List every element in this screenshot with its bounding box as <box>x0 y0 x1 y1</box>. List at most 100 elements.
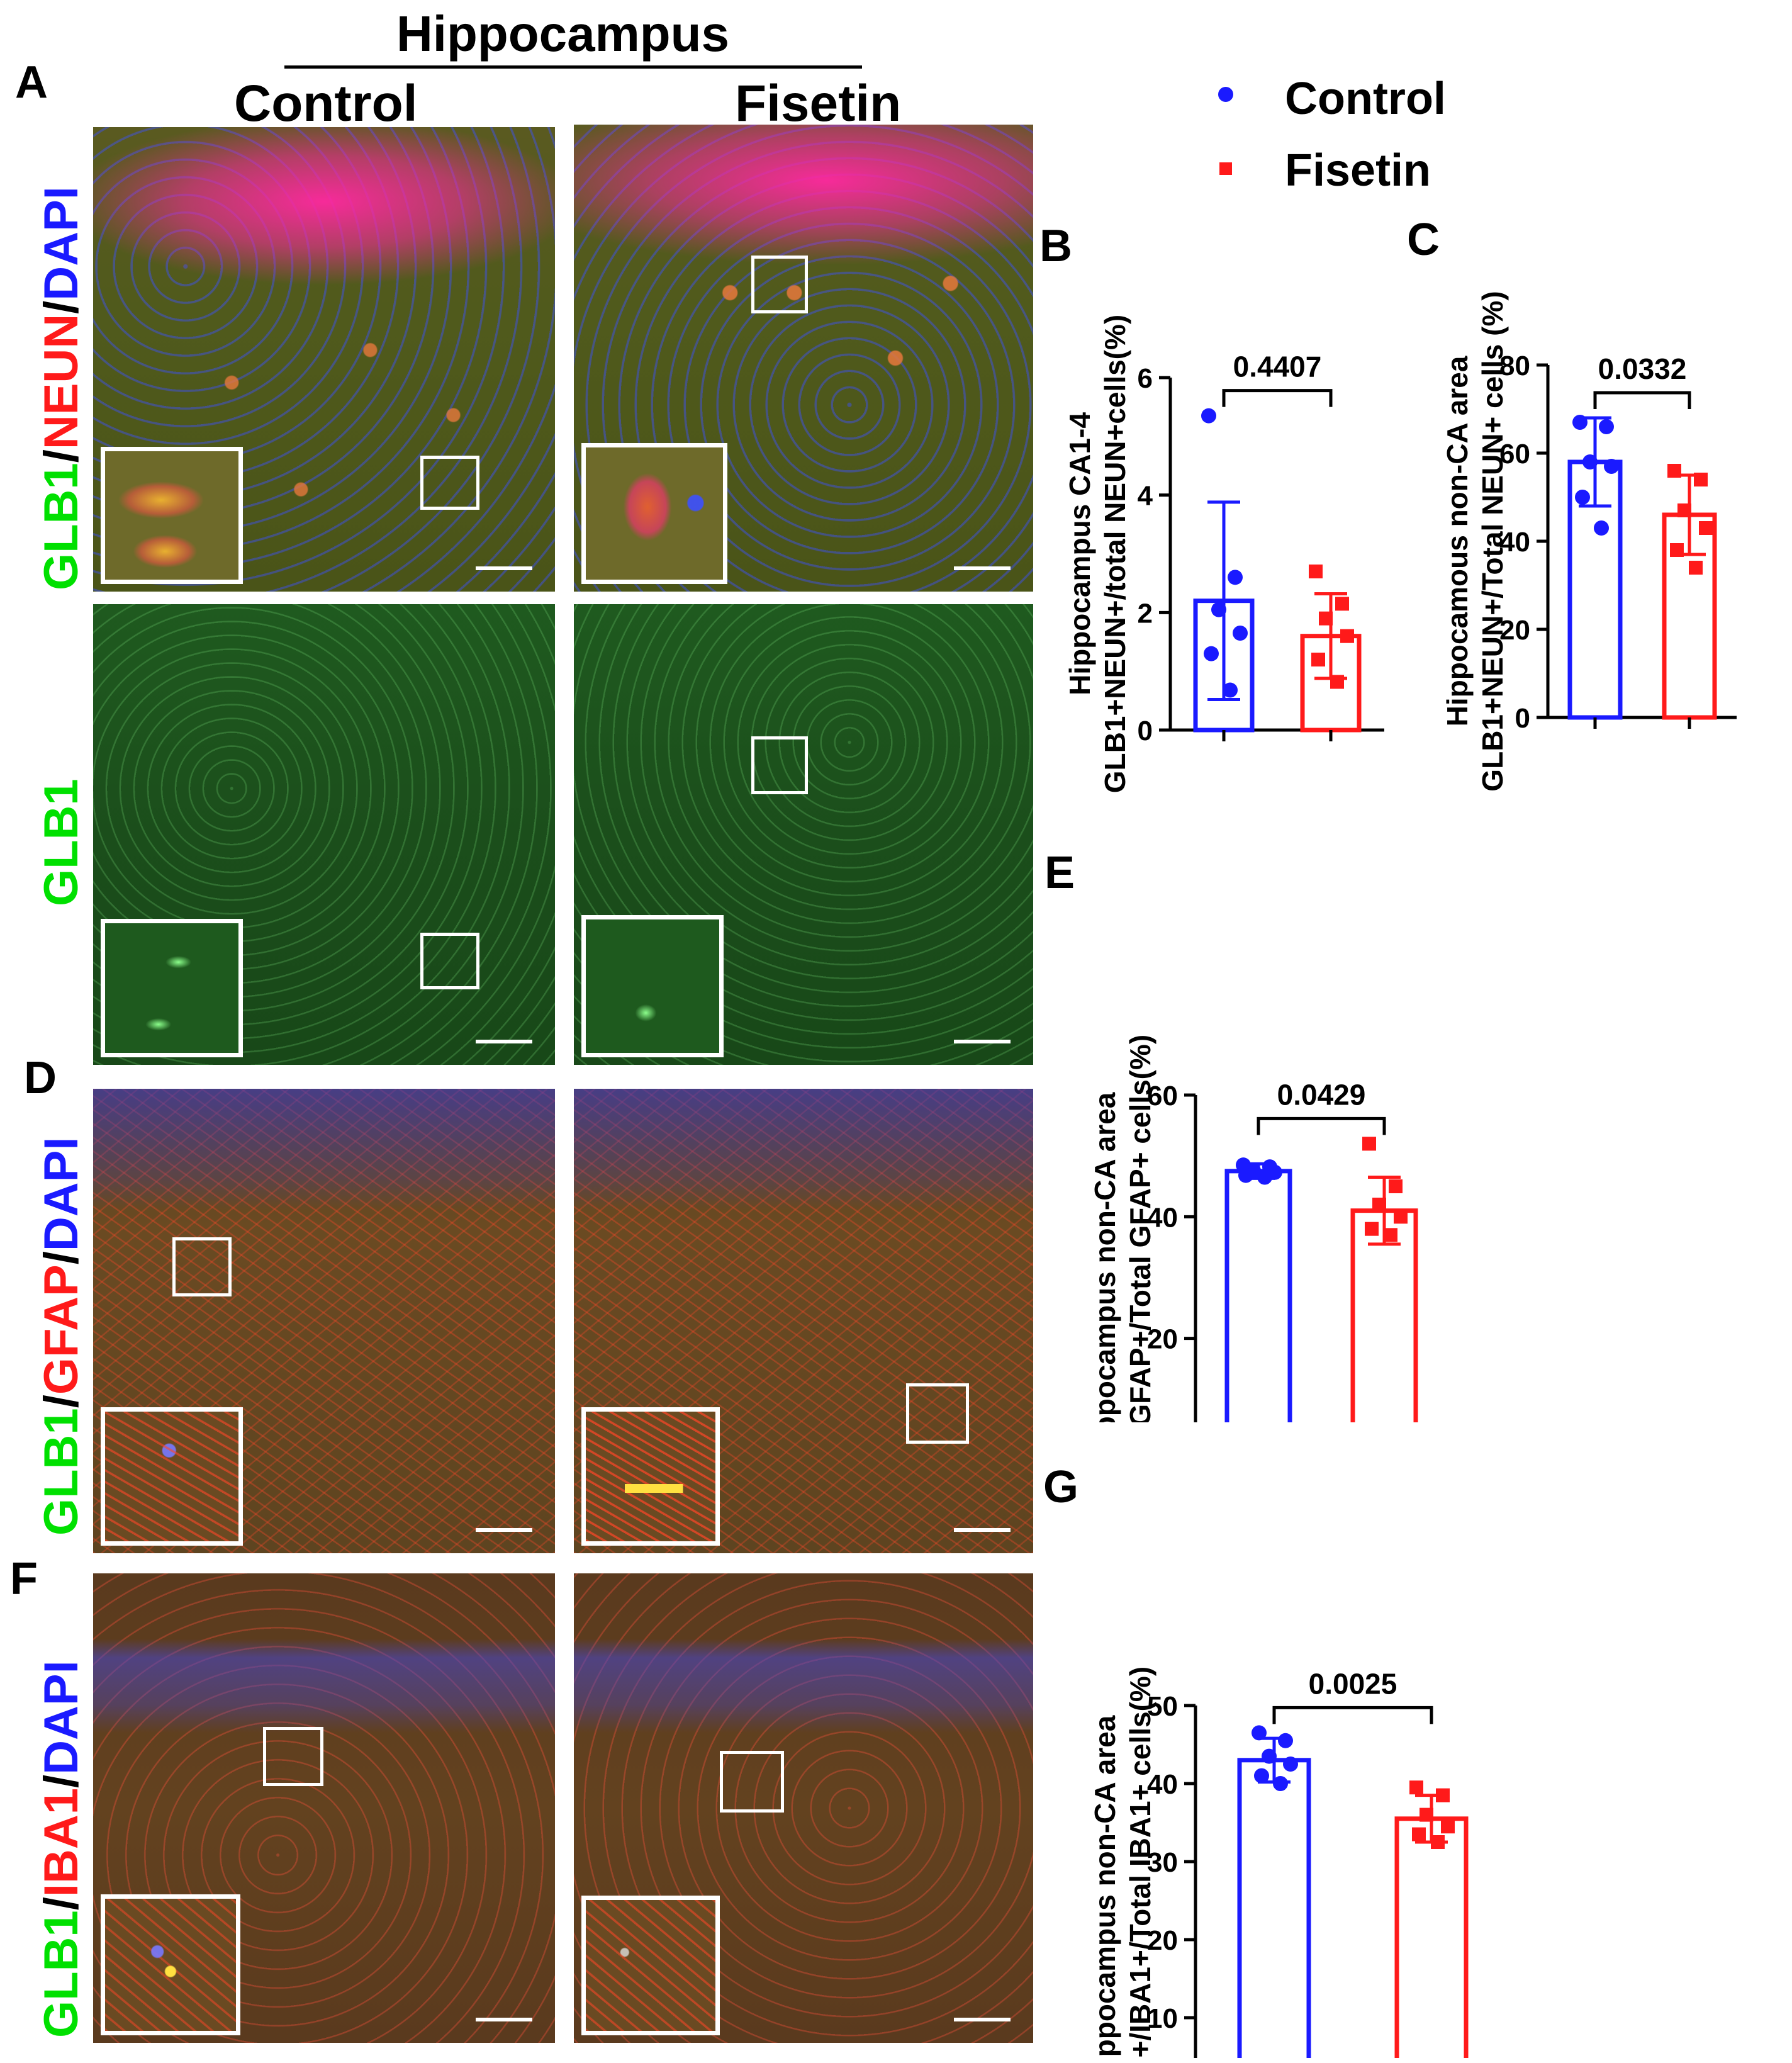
stain-label-segment: / <box>35 1395 88 1408</box>
stain-label-segment: GLB1 <box>35 1910 88 2038</box>
legend-fisetin-label: Fisetin <box>1285 145 1431 196</box>
panel-letter-e: E <box>1044 848 1075 898</box>
region-title-underline <box>284 65 862 69</box>
stain-label-neun: GLB1/NEUN/DAPI <box>34 186 89 590</box>
stain-label-segment: DAPI <box>35 1660 88 1775</box>
y-tick-label: 2 <box>1138 598 1153 629</box>
y-axis-label-line2: GLB1+/IBA1+/Total IBA1+ cells(%) <box>1124 1667 1156 2058</box>
micrograph-glb1-fisetin <box>574 604 1033 1065</box>
stain-label-segment: GLB1 <box>35 463 88 590</box>
micrograph-gfap-fisetin <box>574 1089 1033 1553</box>
chart-panel-c: 0 20 40 60 80 0.0332 Hippocamous non-CA area GL… <box>1441 291 1737 792</box>
inset-zoom <box>101 1894 240 2035</box>
stain-label-segment: DAPI <box>35 186 88 301</box>
p-value-label: 0.0332 <box>1598 352 1687 385</box>
bar-fisetin <box>1394 1816 1469 2058</box>
data-point <box>1420 1807 1433 1822</box>
data-point <box>1572 415 1588 430</box>
y-tick-label: 20 <box>1147 1925 1178 1956</box>
p-value-label: 0.0429 <box>1277 1078 1366 1111</box>
data-point <box>1689 561 1703 575</box>
scale-bar <box>954 566 1011 570</box>
data-point <box>1389 1179 1403 1193</box>
inset-marker <box>720 1751 784 1813</box>
data-point <box>1699 521 1713 535</box>
data-point <box>1211 602 1226 617</box>
stain-label-segment: / <box>35 449 88 463</box>
stain-label-segment: GLB1 <box>35 779 88 906</box>
y-tick-label: 50 <box>1147 1691 1178 1722</box>
data-point <box>1223 682 1238 698</box>
bar-control <box>1224 1169 1292 1422</box>
inset-zoom <box>101 1407 243 1546</box>
y-tick-label: 80 <box>1499 351 1530 381</box>
bar-control <box>1237 1758 1311 2058</box>
data-point <box>1694 473 1708 486</box>
stain-label-glb1: GLB1 <box>34 779 89 906</box>
data-point <box>1412 1827 1426 1841</box>
y-tick-label: 60 <box>1147 1081 1178 1111</box>
data-point <box>1238 1167 1253 1183</box>
panel-letter-g: G <box>1043 1462 1079 1512</box>
inset-marker <box>420 456 479 510</box>
data-point <box>1319 611 1333 626</box>
data-point <box>1311 653 1325 666</box>
data-point <box>1599 419 1614 434</box>
data-point <box>1340 629 1354 643</box>
data-point <box>1384 1228 1397 1242</box>
data-point <box>1362 1137 1376 1151</box>
panel-letter-b: B <box>1039 221 1072 271</box>
micrograph-neun-fisetin <box>574 125 1033 592</box>
micrograph-neun-control <box>93 127 555 592</box>
stain-label-segment: DAPI <box>35 1137 88 1252</box>
y-tick-label: 0 <box>1515 703 1530 734</box>
micrograph-iba1-control <box>93 1573 555 2043</box>
inset-marker <box>751 256 808 313</box>
scale-bar <box>476 566 532 570</box>
y-tick-label: 40 <box>1499 527 1530 558</box>
data-point <box>1252 1725 1267 1741</box>
data-point <box>1204 646 1219 661</box>
stain-label-segment: NEUN <box>35 313 88 450</box>
column-header-fisetin: Fisetin <box>735 75 902 132</box>
data-point <box>1441 1819 1455 1834</box>
data-point <box>1394 1210 1408 1224</box>
stain-label-segment: IBA1 <box>35 1788 88 1897</box>
legend-control-marker <box>1218 87 1233 102</box>
micrograph-iba1-fisetin <box>574 1573 1033 2043</box>
p-value-label: 0.0025 <box>1309 1667 1397 1700</box>
y-axis-label-line2: GLB1+GFAP+/Total GFAP+ cells(%) <box>1124 1035 1156 1422</box>
stain-label-segment: / <box>35 1897 88 1911</box>
micrograph-glb1-control <box>93 604 555 1065</box>
data-point <box>1670 543 1684 557</box>
significance-bracket <box>1593 391 1691 409</box>
y-axis-label-line1: Hippocamous non-CA area <box>1441 356 1474 726</box>
scale-bar <box>476 1040 532 1043</box>
inset-marker <box>263 1727 323 1786</box>
stain-label-segment: / <box>35 300 88 314</box>
y-tick-label: 4 <box>1138 481 1153 512</box>
data-point <box>1365 1222 1379 1236</box>
y-tick-label: 40 <box>1147 1202 1178 1233</box>
inset-zoom <box>581 915 724 1057</box>
data-point <box>1594 520 1609 536</box>
y-tick-label: 40 <box>1147 1769 1178 1800</box>
y-tick-label: 10 <box>1147 2003 1178 2034</box>
y-tick-label: 6 <box>1138 363 1153 394</box>
panel-letter-f: F <box>10 1554 38 1604</box>
legend-control-label: Control <box>1285 74 1446 124</box>
y-tick-label: 20 <box>1147 1324 1178 1355</box>
y-axis-label-line1: Hippocampus CA1-4 <box>1063 412 1096 695</box>
data-point <box>1283 1757 1298 1772</box>
inset-marker <box>420 933 479 989</box>
data-point <box>1330 675 1344 689</box>
data-point <box>1309 565 1323 578</box>
chart-panel-b: 0 2 4 6 0.4407 Hippocampus CA1-4 GLB1+NEUN+/to… <box>1063 315 1384 793</box>
inset-zoom <box>581 1896 720 2035</box>
inset-zoom <box>581 1407 720 1546</box>
p-value-label: 0.4407 <box>1233 351 1322 383</box>
y-axis-label-line2: GLB1+NEUN+/total NEUN+cells(%) <box>1099 315 1131 793</box>
stain-label-gfap: GLB1/GFAP/DAPI <box>34 1137 89 1536</box>
data-point <box>1604 459 1619 474</box>
